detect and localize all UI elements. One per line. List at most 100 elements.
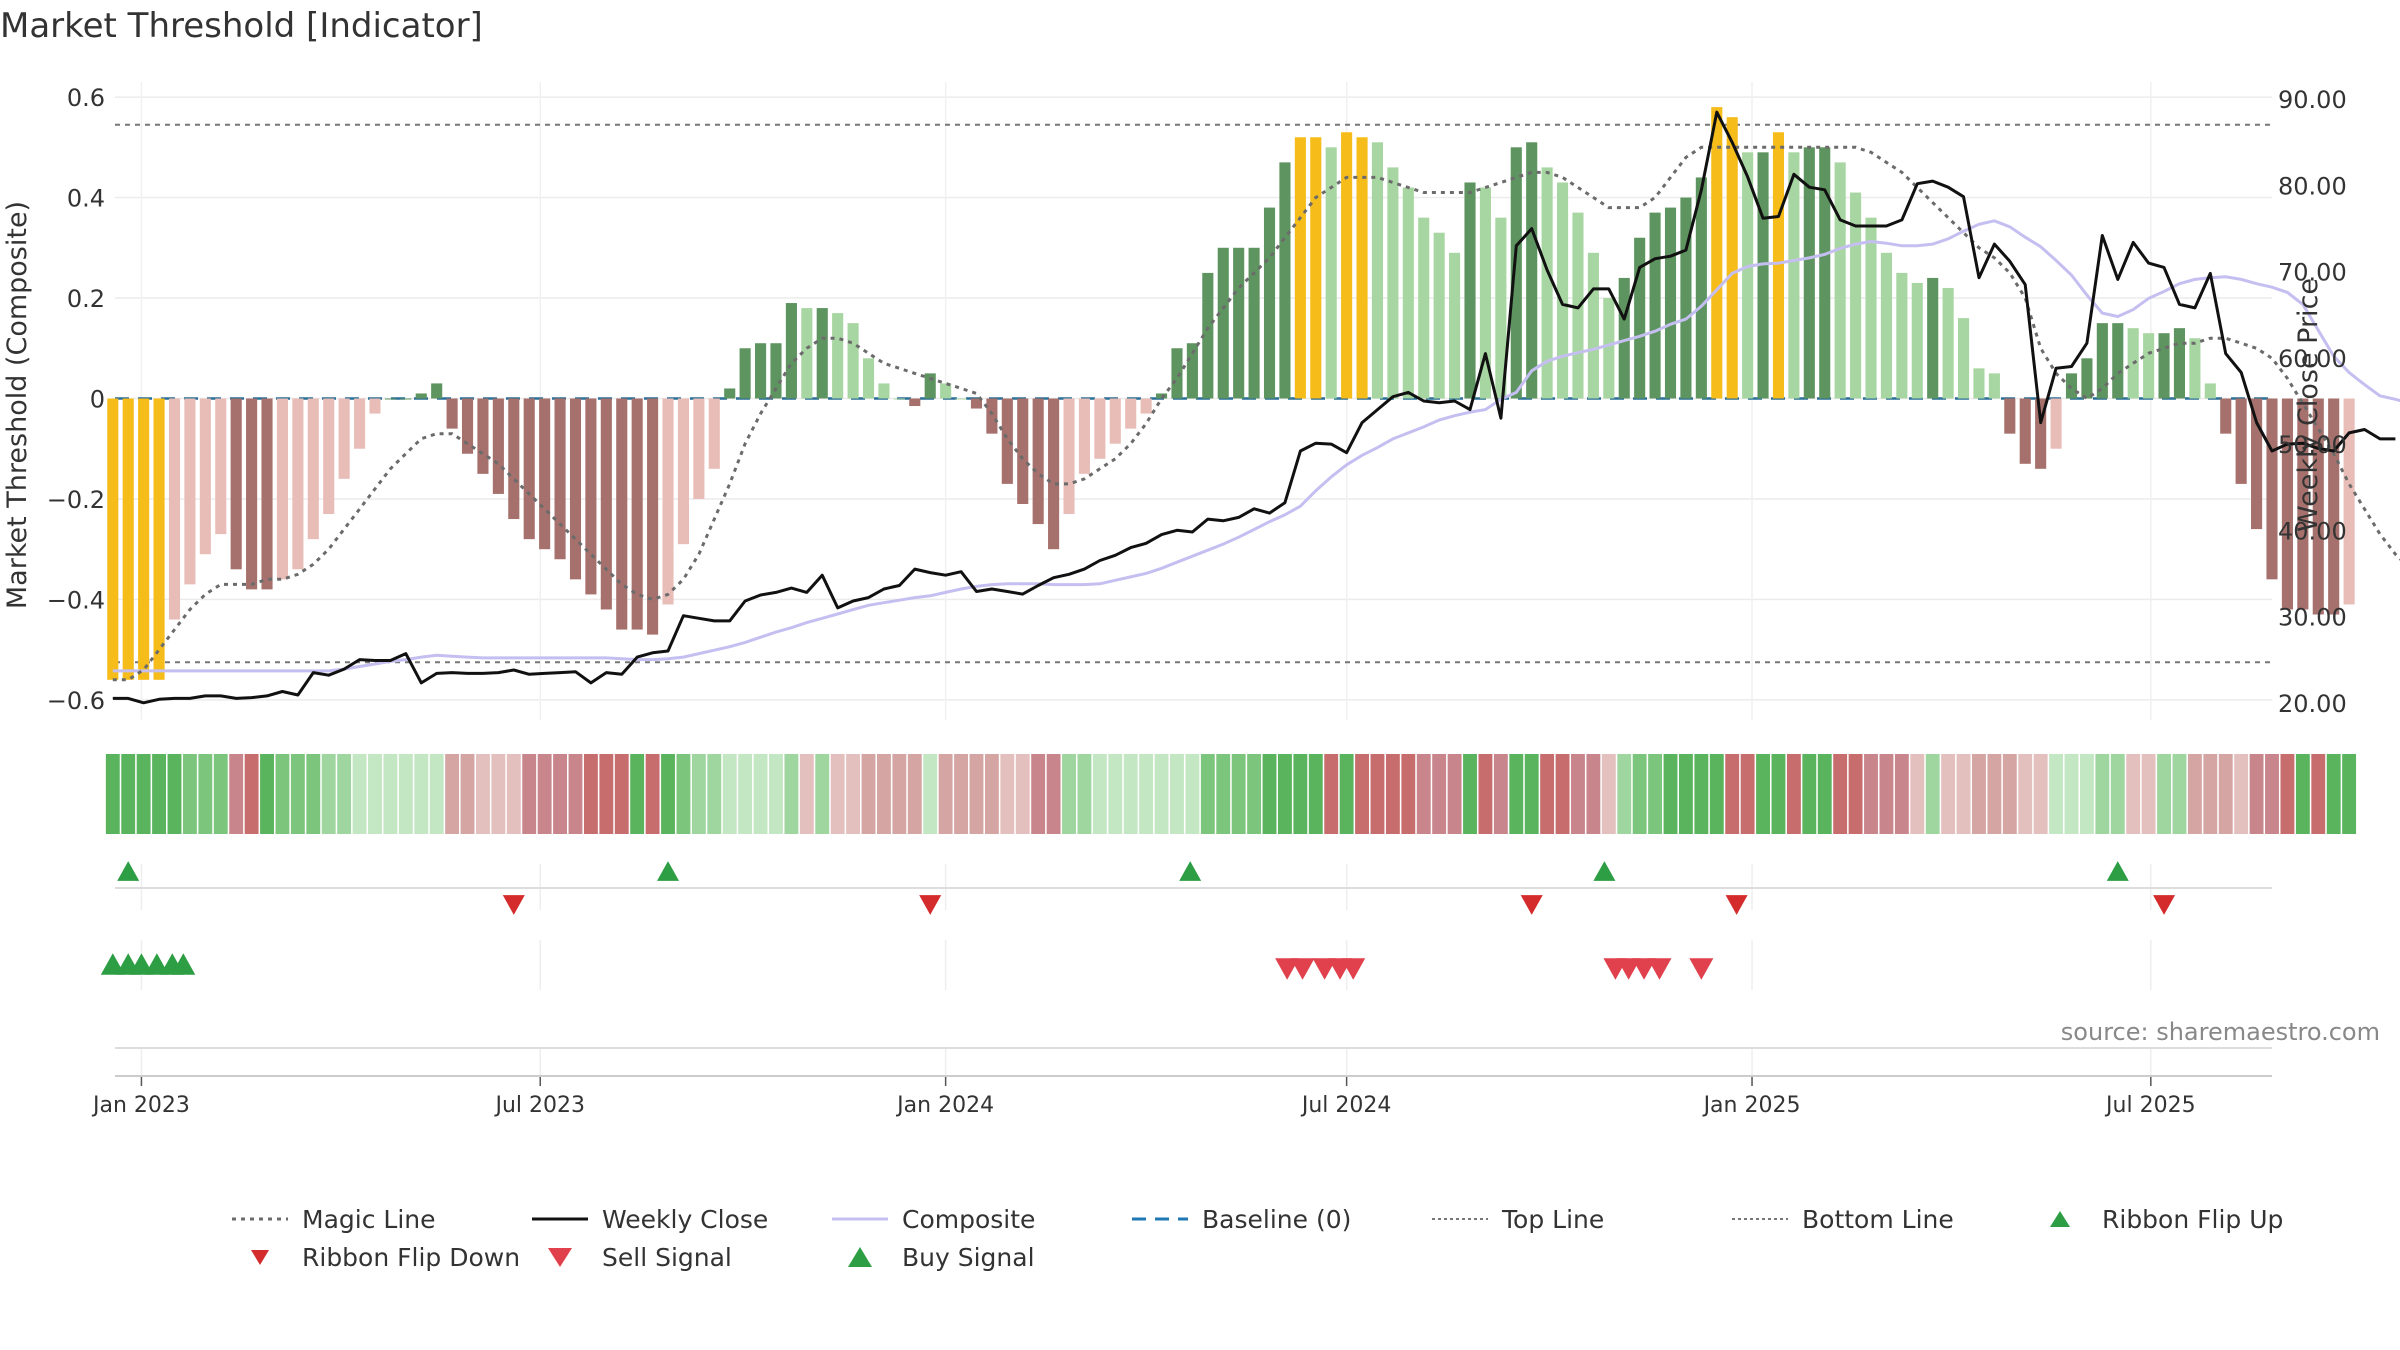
composite-bar — [1279, 162, 1291, 399]
ribbon-cell — [1293, 754, 1308, 834]
ribbon-cell — [1725, 754, 1740, 834]
legend-label: Buy Signal — [902, 1242, 1035, 1272]
ribbon-cell — [1139, 754, 1154, 834]
ribbon-cell — [352, 754, 367, 834]
sell-signal-marker — [1689, 958, 1714, 980]
ribbon-cell — [691, 754, 706, 834]
ribbon-cell — [923, 754, 938, 834]
composite-bar — [1664, 207, 1677, 399]
composite-bar — [770, 343, 782, 399]
composite-bar — [1171, 348, 1183, 399]
composite-bar — [1957, 318, 1970, 399]
ribbon-cell — [1077, 754, 1092, 834]
x-tick-label: Jan 2025 — [1702, 1093, 1801, 1118]
composite-bar — [1078, 398, 1090, 474]
legend-item: Composite — [830, 1205, 1130, 1234]
composite-bar — [1310, 137, 1322, 399]
composite-bar — [1094, 398, 1106, 459]
composite-bar — [585, 398, 597, 595]
composite-bar — [230, 398, 242, 570]
ribbon-strip — [105, 754, 2357, 834]
composite-bar — [2081, 358, 2093, 399]
ribbon-cell — [105, 754, 120, 834]
ribbon-cell — [337, 754, 352, 834]
ribbon-cell — [460, 754, 475, 834]
composite-bar — [1063, 398, 1075, 515]
buy-signal-marker — [129, 953, 154, 975]
ribbon-cell — [321, 754, 336, 834]
left-tick-label: −0.4 — [47, 586, 105, 614]
ribbon-cell — [2280, 754, 2295, 834]
ribbon-cell — [2157, 754, 2171, 834]
composite-bar — [431, 383, 443, 399]
composite-bar — [1850, 192, 1862, 399]
ribbon-cell — [1941, 754, 1956, 834]
ribbon-cell — [2095, 754, 2110, 834]
composite-bar — [1927, 277, 1939, 399]
composite-bar — [847, 323, 859, 399]
ribbon-cell — [1339, 754, 1354, 834]
composite-bar — [1449, 252, 1461, 399]
composite-bar — [616, 398, 628, 630]
composite-bar — [2019, 398, 2031, 464]
composite-bar — [1742, 152, 1754, 399]
ribbon-cell — [1925, 754, 1940, 834]
composite-bar — [292, 398, 304, 570]
composite-bar — [276, 398, 289, 580]
composite-bar — [1479, 187, 1491, 399]
grid-lines — [115, 82, 2272, 1076]
composite-bar — [1433, 232, 1445, 399]
ribbon-cell — [2342, 754, 2357, 834]
ribbon-cell — [2203, 754, 2218, 834]
composite-bar — [1603, 298, 1615, 399]
composite-bar — [1001, 398, 1013, 484]
composite-bar — [215, 398, 227, 535]
composite-bar — [724, 388, 736, 399]
composite-bar — [1294, 137, 1306, 399]
ribbon-cell — [1817, 754, 1832, 834]
ribbon-cell — [1493, 754, 1508, 834]
right-tick-label: 20.00 — [2278, 690, 2347, 718]
left-tick-label: −0.2 — [47, 486, 105, 514]
ribbon-cell — [1277, 754, 1292, 834]
ribbon-cell — [1308, 754, 1323, 834]
composite-bar — [801, 308, 813, 399]
left-axis-label: Market Threshold (Composite) — [2, 201, 33, 609]
x-tick-label: Jul 2024 — [1300, 1093, 1392, 1118]
ribbon-cell — [984, 754, 999, 834]
composite-bar — [446, 398, 458, 429]
sell-signal-marker — [1341, 958, 1366, 980]
composite-bar — [1202, 272, 1214, 399]
composite-bar — [307, 398, 319, 540]
ribbon-cell — [1262, 754, 1277, 834]
source-label: source: sharemaestro.com — [2061, 1018, 2380, 1046]
composite-bar — [2004, 398, 2016, 434]
composite-bar — [1418, 217, 1430, 399]
legend-key-icon — [1730, 1207, 1790, 1231]
composite-bar — [1973, 368, 1985, 399]
ribbon-cell — [2033, 754, 2048, 834]
composite-bar — [878, 383, 890, 399]
composite-bar — [2158, 333, 2170, 399]
composite-bar — [461, 398, 474, 454]
composite-bar — [369, 398, 381, 414]
left-tick-label: 0.6 — [67, 84, 105, 112]
ribbon-cell — [136, 754, 151, 834]
x-tick-label: Jul 2025 — [2104, 1093, 2196, 1118]
composite-bar — [400, 398, 412, 400]
composite-bar — [708, 398, 720, 469]
ribbon-cell — [522, 754, 537, 834]
legend-label: Top Line — [1502, 1204, 1605, 1234]
ribbon-cell — [753, 754, 768, 834]
ribbon-cell — [1972, 754, 1986, 834]
composite-bar — [138, 398, 150, 680]
ribbon-cell — [1385, 754, 1400, 834]
ribbon-cell — [2249, 754, 2264, 834]
composite-bar — [508, 398, 520, 520]
ribbon-cell — [969, 754, 984, 834]
ribbon-cell — [722, 754, 737, 834]
composite-bar — [2173, 328, 2186, 399]
right-tick-label: 70.00 — [2278, 259, 2347, 287]
ribbon-cell — [938, 754, 953, 834]
ribbon-cell — [2295, 754, 2310, 834]
